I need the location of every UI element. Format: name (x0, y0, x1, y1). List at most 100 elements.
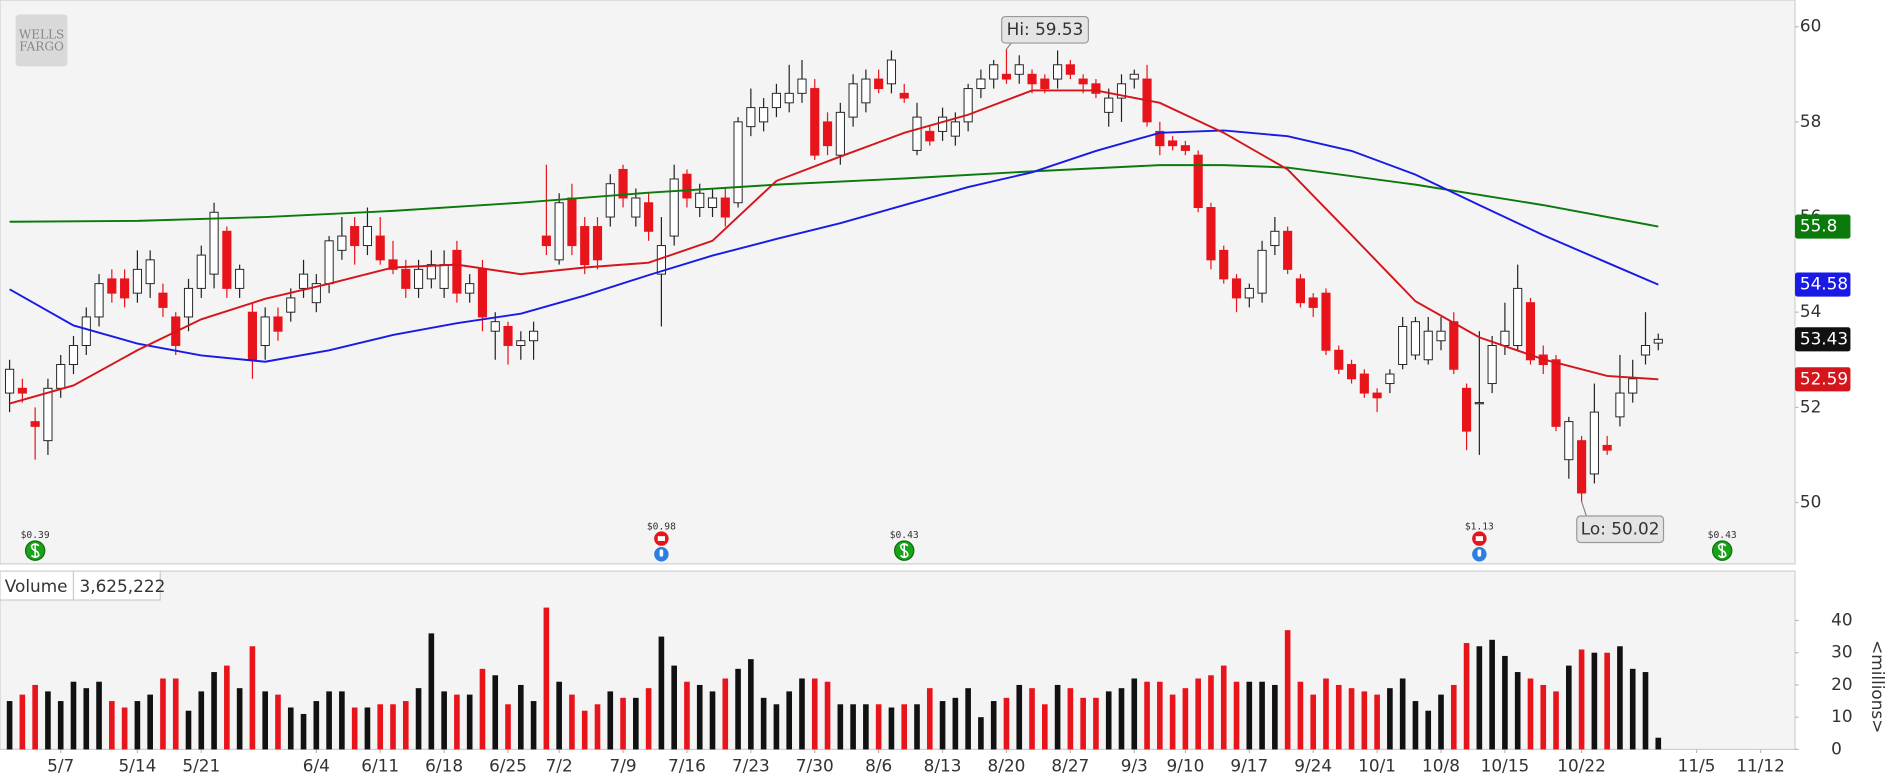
candle-body (618, 168, 628, 199)
candle-body (273, 316, 283, 332)
volume-bar (1272, 684, 1278, 750)
volume-bar (581, 710, 588, 750)
volume-bar (185, 710, 192, 750)
candle-body (1244, 287, 1254, 299)
volume-bar (402, 701, 409, 750)
candle-body (1628, 378, 1638, 394)
volume-bar (1540, 684, 1547, 750)
dividend-glyph (30, 543, 40, 559)
volume-bar (760, 697, 767, 750)
candle-body (797, 78, 807, 94)
candle-body (886, 59, 897, 85)
last-value-box (1795, 327, 1851, 352)
candle-body (503, 325, 513, 346)
x-tick-label: 11/5 (1678, 755, 1716, 775)
candle-body (132, 268, 142, 294)
y-tick-label: 58 (1800, 111, 1821, 131)
candle-body (1461, 387, 1472, 432)
candle-body (695, 192, 705, 208)
volume-bar (722, 678, 729, 750)
candle-body (861, 78, 871, 104)
volume-bar (1080, 697, 1086, 750)
volume-bar (466, 694, 473, 750)
volume-bar (1335, 684, 1342, 750)
dividend-glyph (1717, 543, 1727, 559)
last-value-label: 52.59 (1800, 368, 1848, 388)
candle-body (375, 235, 385, 261)
candle-body (1308, 297, 1318, 308)
volume-bar (1157, 681, 1163, 750)
volume-bar (658, 636, 665, 750)
volume-bar (1450, 684, 1457, 750)
conference-glyph (1477, 549, 1482, 557)
candle-body (976, 78, 986, 90)
candle-body (950, 121, 960, 137)
candle-body (1474, 402, 1484, 405)
candle-body (1104, 97, 1114, 113)
candle-body (1206, 207, 1216, 261)
candle-body (567, 197, 577, 247)
candle-body (1257, 249, 1267, 294)
volume-bar (1323, 678, 1329, 750)
x-tick-label: 7/23 (732, 755, 770, 775)
volume-bar (1144, 681, 1150, 750)
volume-bar (1003, 697, 1010, 750)
candle-body (30, 421, 40, 427)
candle-body (1040, 78, 1050, 90)
annotation-box (1001, 15, 1089, 44)
candle-body (1295, 278, 1305, 304)
volume-bar (160, 678, 166, 750)
volume-bar (1246, 681, 1253, 750)
candle-body (324, 240, 334, 285)
candle-body (1385, 373, 1395, 385)
volume-pane (0, 570, 1796, 751)
candle-body (350, 226, 360, 247)
candle-body (286, 297, 296, 313)
volume-bar (19, 694, 26, 750)
volume-bar (926, 688, 933, 750)
candle-body (1398, 325, 1408, 366)
volume-bar (1425, 710, 1432, 750)
candle-body (899, 92, 909, 99)
x-tick-label: 9/24 (1294, 755, 1332, 775)
volume-bar (96, 681, 102, 750)
candle-body (1078, 78, 1088, 85)
volume-bar (684, 681, 690, 750)
candle-body (298, 273, 309, 289)
event-label: $0.43 (890, 530, 919, 541)
volume-bar (339, 691, 345, 750)
volume-bar (607, 691, 614, 750)
volume-bar (1566, 665, 1572, 750)
x-tick-label: 9/17 (1230, 755, 1268, 775)
price-pane (0, 0, 1796, 565)
volume-bar (1412, 701, 1419, 750)
candle-body (1129, 73, 1139, 80)
volume-bar (492, 675, 499, 750)
annotation-text: Hi: 59.53 (1007, 19, 1084, 39)
last-value-box (1795, 272, 1851, 297)
volume-tick-label: 30 (1831, 642, 1852, 662)
candle-body (145, 259, 155, 285)
volume-bar (415, 688, 422, 750)
candle-body (1231, 278, 1242, 299)
candle-body (720, 197, 730, 218)
annotation: Hi: 59.53 (1001, 15, 1089, 44)
candle-body (733, 121, 743, 204)
candle-body (784, 92, 794, 104)
candle-body (1065, 64, 1075, 75)
annotation-pointer (1005, 42, 1012, 50)
dividend-glyph (899, 543, 909, 559)
candle-body (388, 259, 398, 270)
last-value-label: 53.43 (1800, 328, 1848, 348)
candle-body (311, 283, 321, 304)
volume-title-box (0, 570, 75, 601)
volume-bar (517, 684, 524, 750)
volume-bar (1208, 675, 1214, 750)
volume-bar (939, 701, 946, 750)
candle-body (222, 230, 232, 289)
volume-bar (786, 691, 793, 750)
volume-bar (198, 691, 205, 750)
annotation-text: Lo: 50.02 (1581, 518, 1660, 538)
conference-glyph (659, 549, 664, 557)
volume-bar (633, 697, 639, 750)
